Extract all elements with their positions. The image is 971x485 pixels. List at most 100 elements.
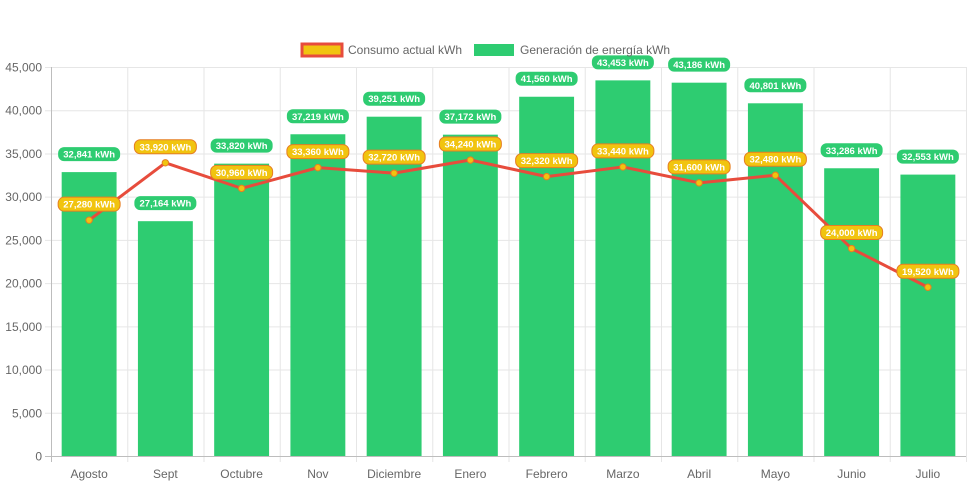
generation-data-label: 37,219 kWh bbox=[286, 109, 349, 124]
consumption-data-label: 33,440 kWh bbox=[591, 143, 655, 159]
generation-bar[interactable] bbox=[442, 134, 498, 457]
generation-bar[interactable] bbox=[214, 163, 270, 456]
legend-swatch-generacion bbox=[474, 44, 514, 56]
legend[interactable]: Consumo actual kWh Generación de energía… bbox=[300, 42, 670, 58]
consumption-data-label-text: 27,280 kWh bbox=[63, 200, 115, 211]
generation-data-label-text: 37,219 kWh bbox=[292, 112, 344, 123]
generation-data-label-background bbox=[210, 138, 273, 153]
x-tick-label: Nov bbox=[307, 467, 328, 481]
generation-data-label-background bbox=[286, 109, 349, 124]
consumption-point[interactable] bbox=[466, 156, 475, 164]
generation-data-label-text: 32,841 kWh bbox=[63, 150, 115, 161]
generation-data-label-text: 33,286 kWh bbox=[826, 146, 878, 157]
generation-data-label-background bbox=[363, 91, 426, 106]
legend-item-generacion[interactable]: Generación de energía kWh bbox=[474, 43, 670, 57]
generation-data-label-background bbox=[896, 149, 959, 164]
y-tick-label: 30,000 bbox=[5, 190, 42, 204]
x-tick-label: Marzo bbox=[606, 467, 640, 481]
generation-data-label: 40,801 kWh bbox=[744, 78, 807, 93]
generation-data-label: 39,251 kWh bbox=[363, 91, 426, 106]
consumption-data-label: 33,360 kWh bbox=[286, 144, 350, 160]
line-series bbox=[85, 156, 932, 291]
consumption-point[interactable] bbox=[924, 283, 932, 291]
consumption-point[interactable] bbox=[771, 171, 780, 179]
generation-data-label: 37,172 kWh bbox=[439, 109, 502, 124]
consumption-data-label-text: 33,360 kWh bbox=[292, 147, 344, 158]
consumption-data-label: 32,720 kWh bbox=[362, 149, 426, 165]
consumption-point[interactable] bbox=[695, 179, 703, 187]
generation-data-label: 32,553 kWh bbox=[896, 149, 959, 164]
consumption-point[interactable] bbox=[619, 163, 627, 171]
generation-bar[interactable] bbox=[595, 80, 651, 456]
generation-data-label-text: 37,172 kWh bbox=[445, 112, 497, 123]
consumption-point[interactable] bbox=[85, 216, 93, 224]
bar-data-labels: 32,841 kWh 27,164 kWh 33,820 kWh 37,219 kWh… bbox=[58, 55, 959, 211]
generation-bar[interactable] bbox=[366, 116, 422, 457]
x-tick-label: Junio bbox=[837, 467, 866, 481]
consumption-data-label-background bbox=[362, 149, 426, 165]
consumption-data-label-background bbox=[743, 151, 807, 167]
consumption-data-label: 30,960 kWh bbox=[210, 164, 274, 180]
generation-data-label-text: 41,560 kWh bbox=[521, 74, 573, 85]
generation-data-label-background bbox=[820, 143, 883, 158]
consumption-point[interactable] bbox=[847, 244, 856, 253]
consumption-data-label-background bbox=[896, 263, 960, 279]
x-tick-label: Sept bbox=[153, 467, 178, 481]
consumption-data-label-text: 24,000 kWh bbox=[826, 228, 878, 239]
consumption-data-label-background bbox=[591, 143, 655, 159]
y-tick-label: 10,000 bbox=[5, 363, 42, 377]
consumption-data-label-text: 32,720 kWh bbox=[368, 153, 420, 164]
bar-series bbox=[61, 80, 956, 457]
consumption-data-label-text: 19,520 kWh bbox=[902, 267, 954, 278]
consumption-point[interactable] bbox=[237, 184, 246, 193]
generation-bar[interactable] bbox=[824, 168, 880, 456]
generation-data-label-background bbox=[439, 109, 502, 124]
generation-bar[interactable] bbox=[290, 134, 346, 456]
y-tick-label: 15,000 bbox=[5, 320, 42, 334]
generation-data-label-text: 43,186 kWh bbox=[673, 60, 725, 71]
generation-data-label-text: 39,251 kWh bbox=[368, 94, 420, 105]
generation-data-label-background bbox=[515, 71, 578, 86]
x-tick-label: Diciembre bbox=[367, 467, 421, 481]
generation-bar[interactable] bbox=[137, 221, 193, 456]
generation-bar[interactable] bbox=[61, 172, 117, 457]
consumption-data-label: 19,520 kWh bbox=[896, 263, 960, 279]
consumption-data-label-text: 33,440 kWh bbox=[597, 146, 649, 157]
generation-data-label: 33,820 kWh bbox=[210, 138, 273, 153]
consumption-data-label-background bbox=[210, 164, 274, 180]
consumption-data-label: 31,600 kWh bbox=[667, 159, 731, 175]
y-tick-label: 45,000 bbox=[5, 61, 42, 75]
consumption-data-label-text: 34,240 kWh bbox=[445, 140, 497, 151]
consumption-data-label-background bbox=[667, 159, 731, 175]
generation-bar[interactable] bbox=[519, 96, 575, 457]
legend-item-consumo[interactable]: Consumo actual kWh bbox=[300, 42, 462, 58]
consumption-data-label: 24,000 kWh bbox=[820, 225, 884, 241]
generation-data-label-background bbox=[668, 57, 731, 72]
line-data-labels: 27,280 kWh 33,920 kWh 30,960 kWh 33,360 kWh… bbox=[57, 136, 960, 279]
consumption-data-label-background bbox=[438, 136, 502, 152]
legend-swatch-consumo bbox=[300, 42, 344, 58]
x-tick-label: Julio bbox=[916, 467, 941, 481]
y-tick-label: 0 bbox=[35, 450, 42, 464]
consumption-point[interactable] bbox=[161, 159, 170, 167]
x-tick-label: Octubre bbox=[220, 467, 263, 481]
y-tick-label: 5,000 bbox=[12, 406, 42, 420]
consumption-point[interactable] bbox=[390, 169, 398, 177]
y-tick-label: 25,000 bbox=[5, 233, 42, 247]
x-tick-label: Abril bbox=[687, 467, 711, 481]
generation-data-label-background bbox=[58, 147, 121, 162]
consumption-data-label-background bbox=[133, 139, 197, 155]
generation-bar[interactable] bbox=[900, 174, 956, 456]
generation-data-label: 27,164 kWh bbox=[134, 196, 197, 211]
y-tick-label: 20,000 bbox=[5, 277, 42, 291]
legend-label-consumo: Consumo actual kWh bbox=[348, 43, 462, 57]
consumption-data-label-background bbox=[57, 196, 121, 212]
x-tick-label: Febrero bbox=[526, 467, 568, 481]
generation-bar[interactable] bbox=[671, 82, 727, 456]
consumption-point[interactable] bbox=[314, 163, 322, 172]
consumption-data-label: 34,240 kWh bbox=[438, 136, 502, 152]
consumption-point[interactable] bbox=[542, 172, 551, 181]
consumption-data-label-background bbox=[286, 144, 350, 160]
generation-data-label-text: 27,164 kWh bbox=[140, 199, 192, 210]
